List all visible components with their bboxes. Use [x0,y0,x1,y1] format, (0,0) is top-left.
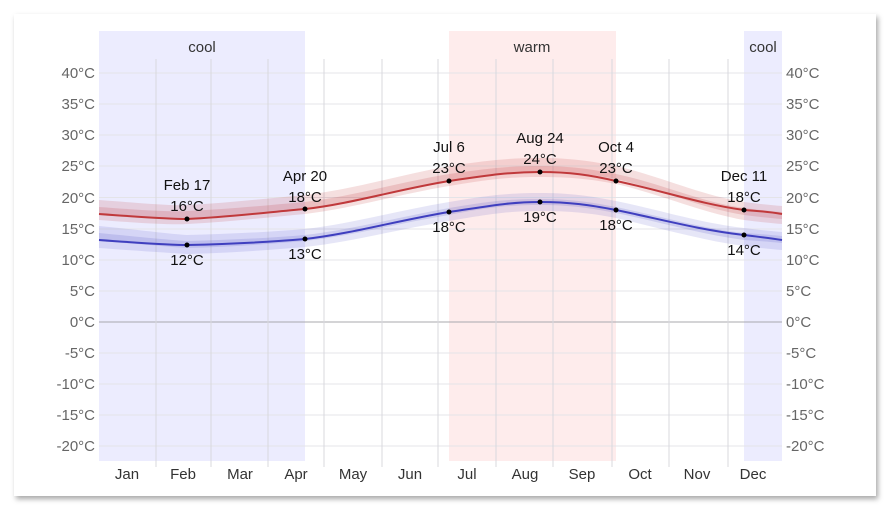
y-tick-left: 5°C [70,283,95,300]
annotation-oct4-low: 18°C [599,217,633,234]
annotation-jul6-high: 23°C [432,160,466,177]
month-label: Aug [512,466,539,483]
cool-band-start [99,31,305,461]
y-tick-left: 10°C [61,252,95,269]
warm-band-label: warm [513,39,551,56]
y-tick-left: 15°C [61,221,95,238]
month-label: Sep [569,466,596,483]
y-tick-left: 0°C [70,314,95,331]
annotation-apr20-low: 13°C [288,246,322,263]
y-tick-right: -20°C [786,438,825,455]
y-tick-right: -10°C [786,376,825,393]
annotation-jul6-date: Jul 6 [433,139,465,156]
month-label: Apr [284,466,307,483]
y-tick-left: 20°C [61,190,95,207]
month-label: Mar [227,466,253,483]
annotation-aug24-low: 19°C [523,209,557,226]
annotation-feb17-date: Feb 17 [164,177,211,194]
y-tick-right: 25°C [786,158,820,175]
y-tick-left: -10°C [56,376,95,393]
high-temp-inner-band [99,166,782,219]
warm-band [449,31,616,461]
y-tick-left: 25°C [61,158,95,175]
y-tick-right: 15°C [786,221,820,238]
month-label: Jun [398,466,422,483]
y-axis-left: 40°C 35°C 30°C 25°C 20°C 15°C 10°C 5°C 0… [56,65,95,455]
month-label: Feb [170,466,196,483]
y-tick-left: 35°C [61,96,95,113]
x-axis: Jan Feb Mar Apr May Jun Jul Aug Sep Oct … [115,466,767,483]
y-tick-right: -15°C [786,407,825,424]
vertical-gridlines [155,59,729,467]
low-temp-inner-band [99,199,782,248]
y-tick-right: 20°C [786,190,820,207]
high-temp-outer-band [99,158,782,225]
month-label: May [339,466,368,483]
y-tick-left: -20°C [56,438,95,455]
annotation-apr20-high: 18°C [288,189,322,206]
annotation-feb17-low: 12°C [170,252,204,269]
cool-band-end [744,31,782,461]
month-label: Jan [115,466,139,483]
y-tick-right: -5°C [786,345,816,362]
annotation-aug24-high: 24°C [523,151,557,168]
y-tick-right: 30°C [786,127,820,144]
y-axis-right: 40°C 35°C 30°C 25°C 20°C 15°C 10°C 5°C 0… [786,65,825,455]
annotation-oct4-high: 23°C [599,160,633,177]
y-tick-left: -5°C [65,345,95,362]
month-label: Nov [684,466,711,483]
y-tick-right: 5°C [786,283,811,300]
annotation-apr20-date: Apr 20 [283,168,327,185]
cool-band-label-end: cool [749,39,777,56]
y-tick-right: 10°C [786,252,820,269]
annotation-jul6-low: 18°C [432,219,466,236]
annotation-dec11-date: Dec 11 [721,168,767,185]
month-label: Oct [628,466,652,483]
annotation-oct4-date: Oct 4 [598,139,634,156]
y-tick-left: 30°C [61,127,95,144]
horizontal-gridlines [99,72,782,447]
high-temp-line [98,170,783,221]
y-tick-right: 35°C [786,96,820,113]
annotation-feb17-high: 16°C [170,198,204,215]
month-label: Jul [457,466,476,483]
annotation-markers [184,169,747,248]
annotation-dec11-high: 18°C [727,189,761,206]
low-temp-line [98,200,783,247]
month-label: Dec [740,466,767,483]
y-tick-left: 40°C [61,65,95,82]
y-tick-left: -15°C [56,407,95,424]
y-tick-right: 0°C [786,314,811,331]
cool-band-label: cool [188,39,216,56]
annotation-dec11-low: 14°C [727,242,761,259]
annotation-aug24-date: Aug 24 [516,130,564,147]
y-tick-right: 40°C [786,65,820,82]
